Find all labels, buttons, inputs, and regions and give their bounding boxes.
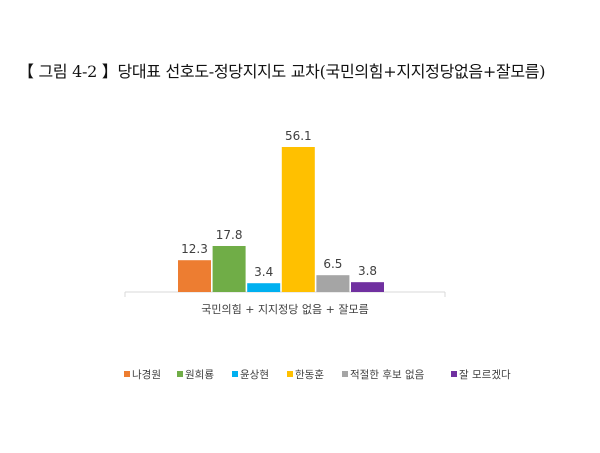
bar-4 xyxy=(281,147,315,292)
data-label: 3.8 xyxy=(358,264,377,278)
bar-1 xyxy=(178,260,211,292)
legend-swatch xyxy=(232,371,238,377)
legend-swatch xyxy=(342,371,348,377)
data-label: 3.4 xyxy=(254,265,273,279)
legend-label: 한동훈 xyxy=(295,368,324,381)
category-label: 국민의힘 + 지지정당 없음 + 잘모름 xyxy=(201,303,368,316)
bar-6 xyxy=(351,282,384,292)
legend-label: 잘 모르겠다 xyxy=(459,369,511,381)
legend-swatch xyxy=(287,371,293,377)
legend-label: 나경원 xyxy=(132,368,161,381)
legend-label: 적절한 후보 없음 xyxy=(350,368,425,381)
bar-5 xyxy=(316,275,350,292)
bar-2 xyxy=(212,245,246,292)
legend-label: 원희룡 xyxy=(185,369,214,381)
data-label: 17.8 xyxy=(216,228,243,242)
legend-swatch xyxy=(451,371,457,377)
chart-title: 【 그림 4-2 】당대표 선호도-정당지지도 교차(국민의힘+지지정당없음+잘… xyxy=(18,62,546,81)
legend-swatch xyxy=(177,371,183,377)
bar-3 xyxy=(247,283,281,292)
data-label: 12.3 xyxy=(181,242,208,256)
legend-label: 윤상현 xyxy=(240,369,269,381)
data-label: 56.1 xyxy=(285,129,312,143)
data-label: 6.5 xyxy=(323,257,342,271)
legend-swatch xyxy=(124,371,130,377)
